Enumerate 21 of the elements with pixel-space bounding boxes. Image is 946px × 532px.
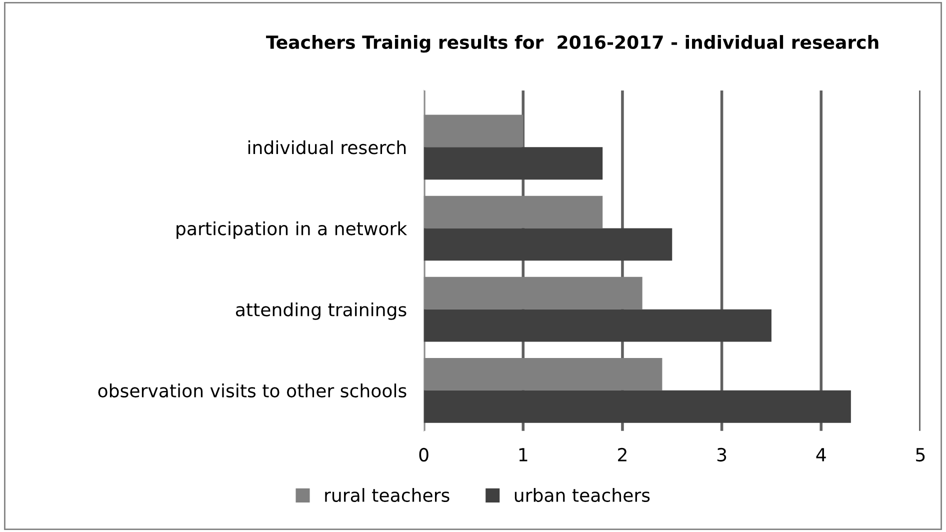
bar — [424, 196, 603, 228]
bar — [424, 114, 524, 148]
y-tick-label: individual reserch — [248, 140, 406, 154]
legend-label: urban teachers — [514, 488, 650, 502]
bar — [424, 390, 851, 423]
x-tick-label: 4 — [816, 448, 826, 462]
x-tick-label: 2 — [618, 448, 626, 462]
y-tick-label: participation in a network — [176, 221, 408, 239]
bar — [424, 147, 603, 180]
legend-label: rural teachers — [325, 488, 450, 502]
x-tick-label: 5 — [916, 448, 925, 462]
y-tick-label: attending trainings — [236, 302, 406, 320]
bar — [424, 309, 772, 342]
y-tick-label: observation visits to other schools — [98, 384, 406, 398]
x-tick-label: 0 — [419, 448, 428, 462]
x-tick-label: 1 — [519, 448, 528, 462]
bar — [424, 228, 672, 261]
x-tick-label: 3 — [717, 448, 726, 462]
bar — [424, 276, 642, 310]
chart-title: Teachers Trainig results for 2016-2017 - individual research — [266, 35, 878, 53]
bar — [424, 358, 662, 390]
